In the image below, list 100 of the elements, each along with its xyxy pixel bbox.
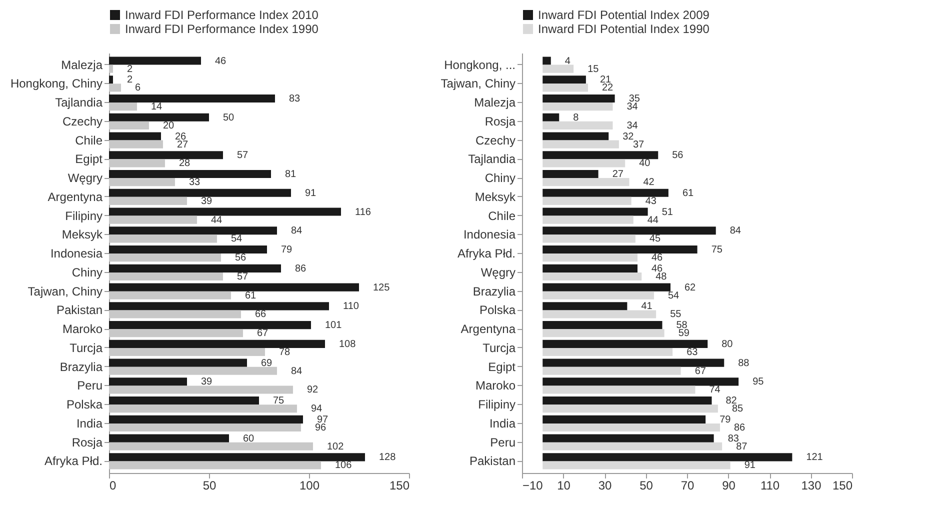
data-label: 81 — [285, 169, 297, 180]
y-tick-label: Chile — [75, 133, 103, 148]
y-tick-label: Węgry — [68, 171, 102, 186]
x-tick-label: 30 — [598, 478, 612, 492]
data-label: 85 — [732, 404, 744, 415]
data-label: 44 — [647, 214, 659, 226]
data-label: 34 — [626, 120, 638, 132]
y-tick-label: Turcja — [482, 340, 516, 355]
data-label: 94 — [311, 404, 323, 415]
data-label: 27 — [612, 169, 624, 180]
y-tick-label: Hongkong, Chiny — [10, 76, 102, 91]
y-tick-label: Rosja — [484, 114, 516, 128]
data-label: 61 — [245, 290, 257, 302]
y-tick-label: Chiny — [72, 265, 102, 280]
data-label: 63 — [686, 346, 698, 358]
data-label: 92 — [307, 384, 319, 396]
data-label: 22 — [602, 82, 614, 94]
data-label: 108 — [339, 338, 356, 350]
y-tick-label: Filipiny — [478, 398, 516, 412]
data-label: 41 — [641, 301, 653, 312]
data-label: 86 — [734, 422, 746, 434]
y-tick-label: Brazylia — [60, 360, 103, 374]
data-label: 57 — [237, 150, 249, 162]
x-tick-label: 50 — [202, 478, 216, 492]
data-label: 88 — [738, 358, 750, 369]
data-label: 32 — [622, 131, 634, 142]
x-tick-label: 110 — [760, 478, 780, 492]
data-label: 84 — [291, 366, 303, 377]
data-label: 15 — [588, 64, 600, 75]
data-label: 61 — [682, 188, 694, 199]
data-label: 56 — [235, 252, 247, 264]
data-label: 69 — [261, 358, 273, 369]
data-label: 57 — [237, 271, 249, 282]
data-label: 34 — [626, 102, 638, 113]
data-label: 84 — [730, 226, 742, 237]
data-label: 4 — [564, 56, 571, 67]
y-tick-label: Węgry — [480, 265, 516, 280]
y-tick-label: Egipt — [488, 360, 516, 374]
data-label: 62 — [684, 282, 696, 294]
y-tick-label: Filipiny — [65, 208, 102, 223]
data-label: 75 — [711, 244, 723, 256]
data-label: 79 — [281, 244, 293, 256]
data-label: 2 — [127, 64, 133, 75]
data-label: 27 — [177, 139, 189, 150]
data-label: 8 — [573, 112, 580, 124]
data-label: 46 — [215, 56, 227, 67]
data-label: 37 — [632, 139, 644, 150]
x-tick-label: −10 — [522, 478, 544, 492]
data-label: 91 — [305, 188, 317, 199]
y-tick-label: Czechy — [62, 114, 102, 128]
legend-label: Inward FDI Performance Index 1990 — [125, 22, 319, 36]
data-label: 110 — [343, 301, 360, 312]
data-label: 128 — [379, 452, 396, 464]
data-label: 96 — [315, 422, 327, 434]
y-tick-label: Polska — [479, 303, 516, 318]
data-label: 28 — [179, 158, 191, 170]
data-label: 66 — [255, 309, 267, 320]
data-label: 54 — [231, 234, 243, 245]
data-label: 83 — [289, 94, 301, 105]
data-label: 67 — [694, 366, 706, 377]
data-label: 46 — [652, 252, 664, 264]
data-label: 80 — [722, 338, 734, 350]
y-tick-label: Tajwan, Chiny — [440, 76, 516, 91]
data-label: 55 — [670, 309, 682, 320]
legend-label: Inward FDI Performance Index 2010 — [125, 8, 319, 22]
y-tick-label: Brazylia — [472, 284, 516, 298]
y-tick-label: Tajlandia — [55, 96, 103, 110]
y-tick-label: Pakistan — [56, 303, 102, 318]
y-tick-label: Polska — [66, 398, 103, 412]
data-label: 45 — [649, 234, 661, 245]
data-label: 75 — [273, 396, 285, 407]
data-label: 51 — [662, 206, 674, 218]
data-label: 101 — [325, 320, 342, 332]
data-label: 84 — [291, 226, 303, 237]
x-tick-label: 130 — [801, 478, 822, 492]
data-label: 39 — [201, 196, 213, 207]
data-label: 39 — [201, 376, 213, 388]
legend-label: Inward FDI Potential Index 2009 — [538, 8, 710, 22]
x-tick-label: 90 — [722, 478, 736, 492]
data-label: 50 — [223, 112, 235, 124]
data-label: 42 — [643, 177, 655, 188]
y-tick-label: Peru — [77, 378, 102, 393]
y-tick-label: Peru — [490, 435, 516, 450]
data-label: 40 — [639, 158, 651, 170]
legend-label: Inward FDI Potential Index 1990 — [538, 22, 710, 36]
x-tick-label: 100 — [299, 478, 320, 492]
data-label: 59 — [678, 328, 690, 340]
y-tick-label: Rosja — [72, 435, 103, 450]
y-tick-label: Chiny — [484, 171, 516, 186]
y-tick-label: Egipt — [75, 152, 104, 166]
data-label: 67 — [257, 328, 269, 340]
y-tick-label: Czechy — [475, 133, 516, 148]
data-label: 79 — [720, 414, 732, 426]
data-label: 44 — [211, 214, 223, 226]
y-tick-label: Afryka Płd. — [457, 246, 516, 261]
data-label: 116 — [355, 206, 372, 218]
data-label: 91 — [744, 460, 756, 472]
y-tick-label: Malezja — [61, 58, 103, 72]
y-tick-label: Indonesia — [463, 228, 516, 242]
data-label: 2 — [127, 74, 133, 86]
